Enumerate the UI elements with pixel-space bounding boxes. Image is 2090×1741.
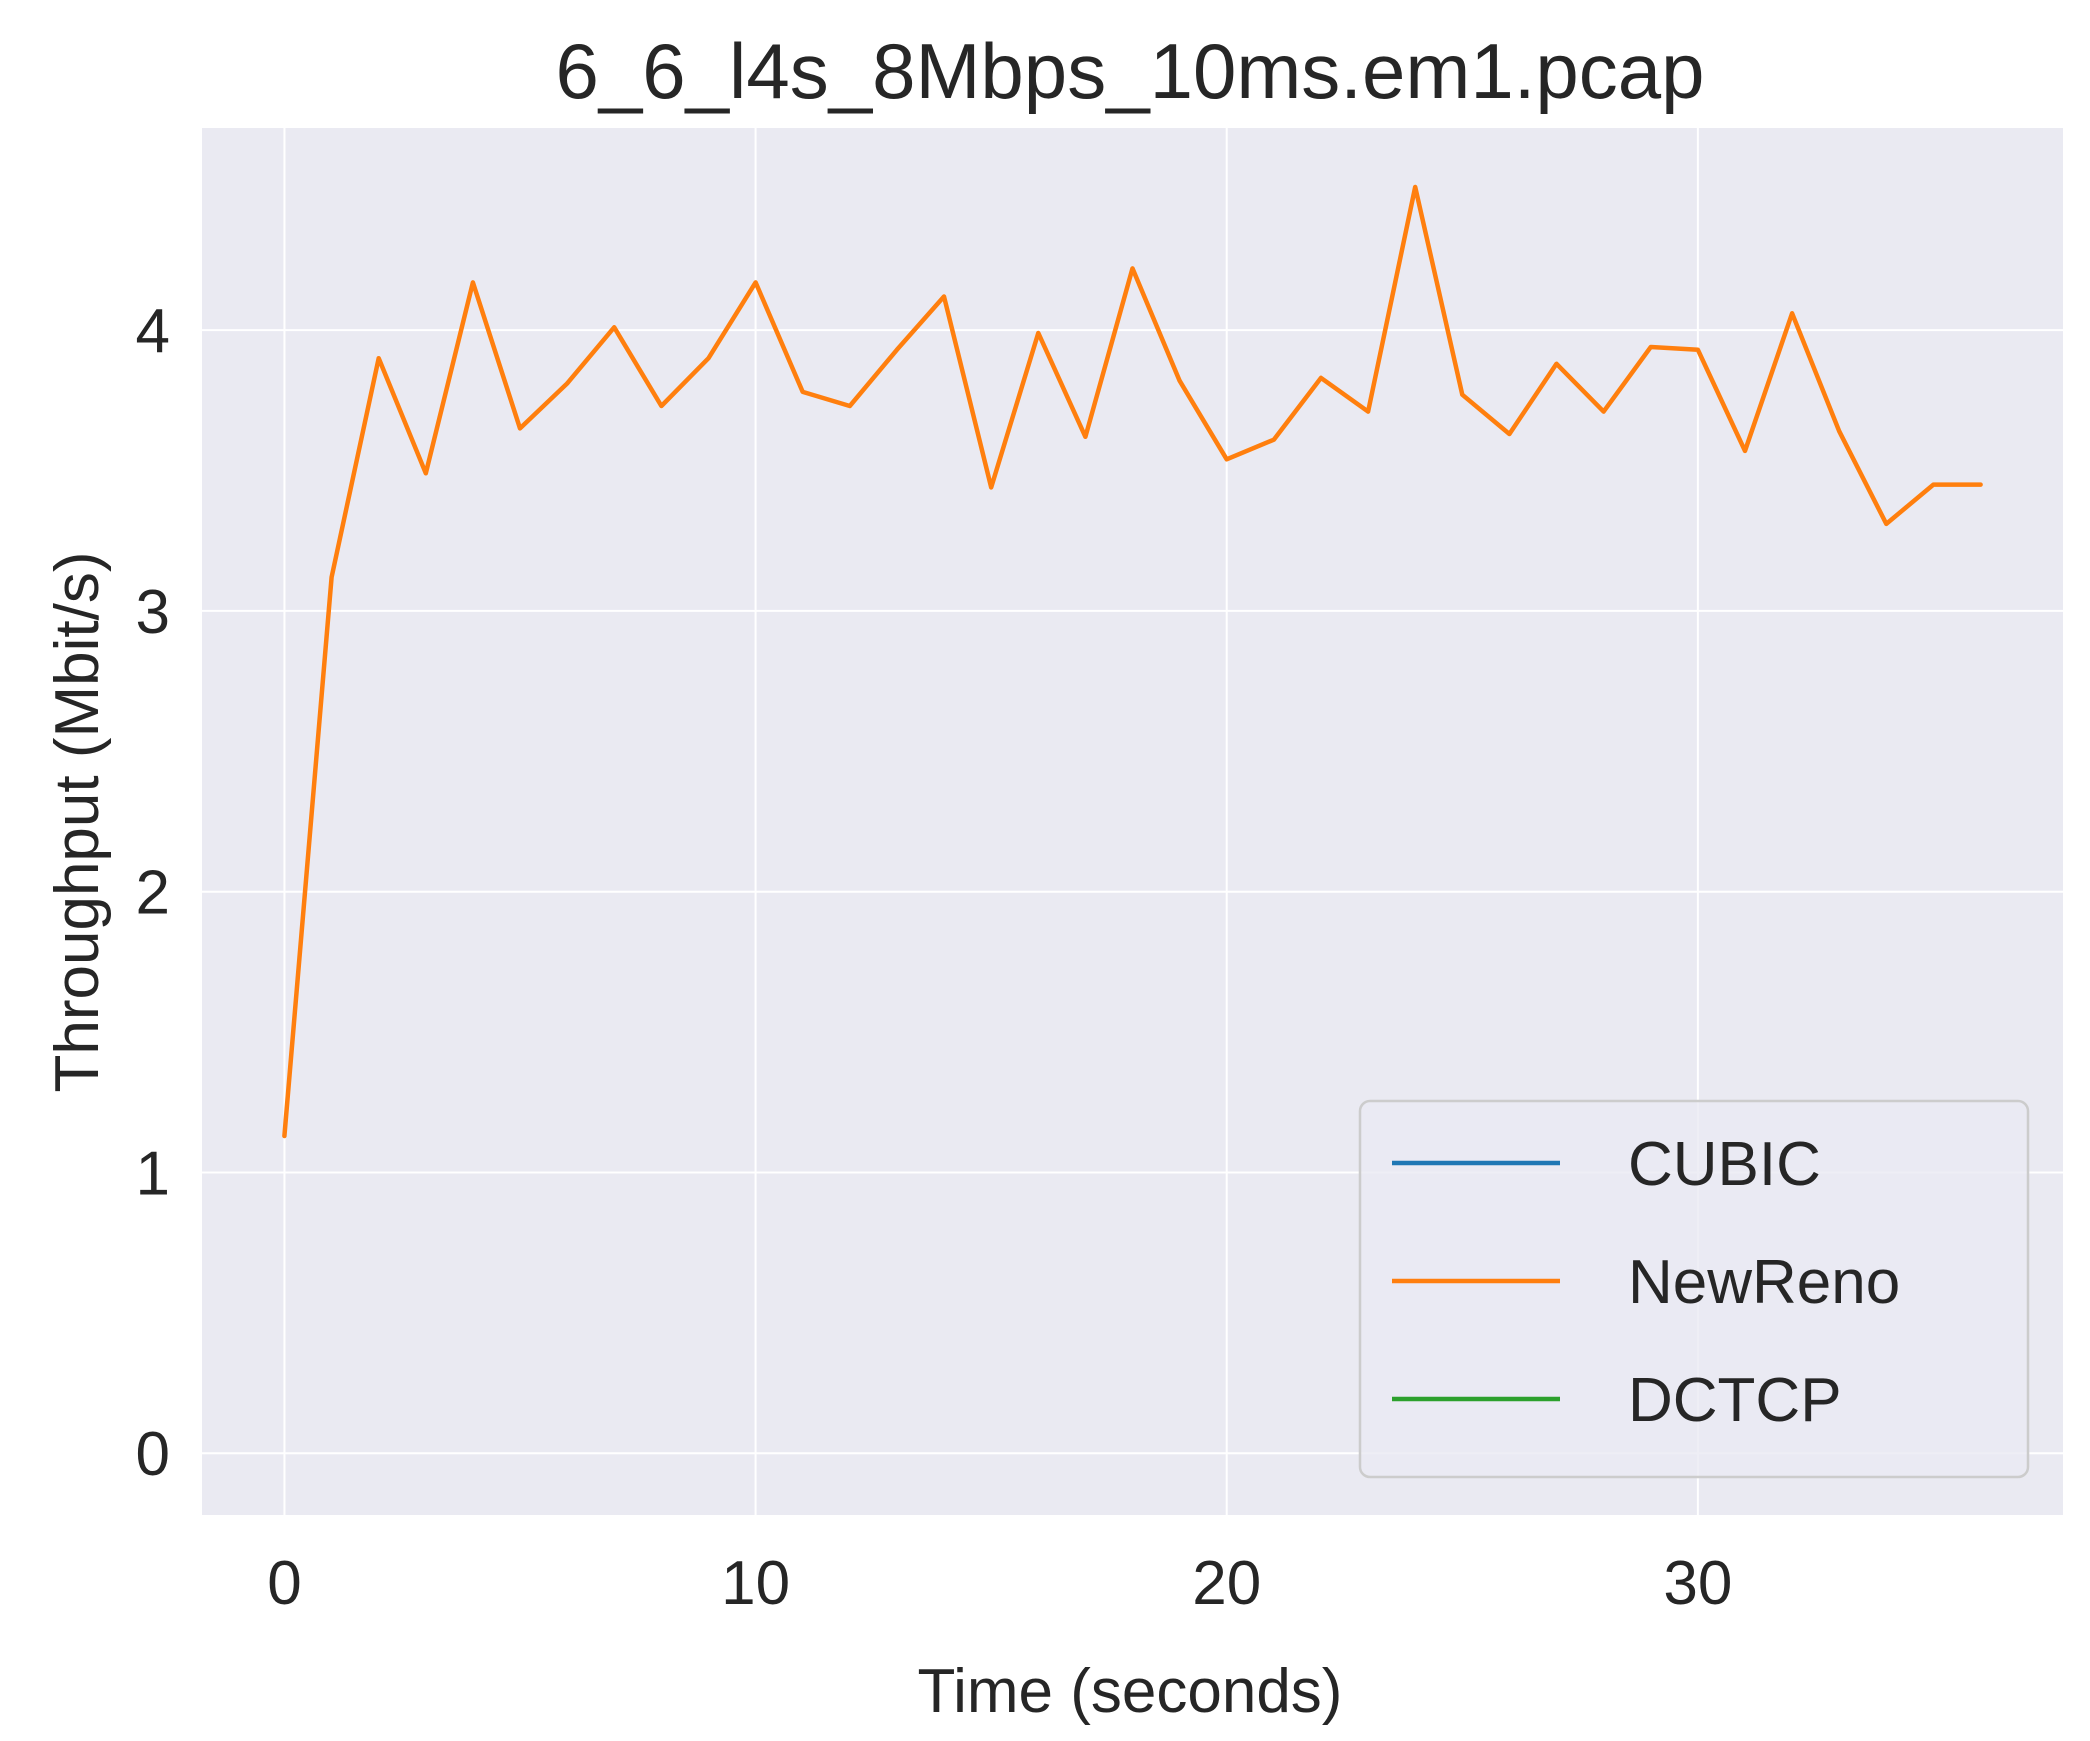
y-tick-label: 0	[136, 1420, 170, 1489]
y-tick-label: 1	[136, 1139, 170, 1208]
series-line-newreno	[282, 184, 1983, 1139]
chart-title: 6_6_l4s_8Mbps_10ms.em1.pcap	[555, 27, 1704, 115]
x-axis-label: Time (seconds)	[918, 1657, 1343, 1726]
y-axis-label: Throughput (Mbit/s)	[43, 552, 112, 1093]
y-tick-label: 3	[136, 578, 170, 647]
legend-label-dctcp: DCTCP	[1628, 1366, 1842, 1435]
x-tick-label: 10	[721, 1549, 790, 1618]
tick-labels: 0 10 20 30 0 1 2 3 4	[136, 297, 1733, 1618]
legend: CUBIC NewReno DCTCP	[1358, 1099, 2030, 1479]
y-tick-label: 4	[136, 297, 170, 366]
x-tick-label: 30	[1663, 1549, 1732, 1618]
legend-label-cubic: CUBIC	[1628, 1130, 1821, 1199]
series-layer	[282, 184, 1983, 1139]
x-tick-label: 20	[1192, 1549, 1261, 1618]
x-tick-label: 0	[267, 1549, 301, 1618]
y-tick-label: 2	[136, 859, 170, 928]
legend-frame	[1358, 1099, 2030, 1479]
legend-label-newreno: NewReno	[1628, 1248, 1900, 1317]
